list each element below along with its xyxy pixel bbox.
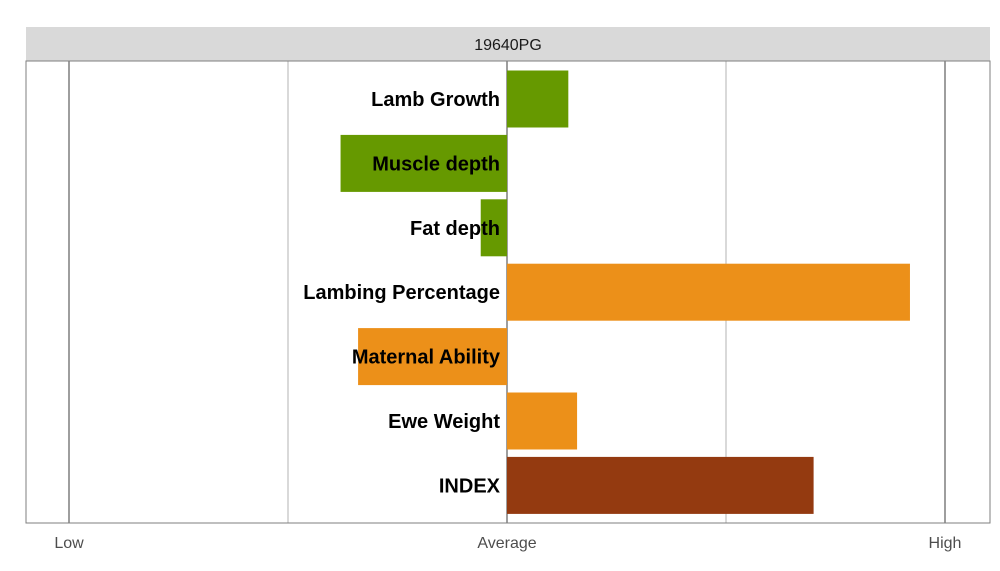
bar-maternal-ability bbox=[358, 328, 507, 386]
x-tick-label-average: Average bbox=[477, 535, 536, 552]
x-tick-label-low: Low bbox=[54, 535, 84, 552]
bar-muscle-depth bbox=[340, 134, 507, 192]
x-tick-label-high: High bbox=[929, 535, 962, 552]
category-label-ewe-weight: Ewe Weight bbox=[388, 411, 500, 433]
bar-index bbox=[507, 456, 814, 514]
category-label-fat-depth: Fat depth bbox=[410, 218, 500, 240]
category-label-muscle-depth: Muscle depth bbox=[372, 153, 500, 175]
chart-title: 19640PG bbox=[474, 37, 542, 54]
plot-panel: Lamb Growth Muscle depth Fat depth Lambing … bbox=[25, 60, 991, 524]
facet-strip-background bbox=[26, 27, 990, 61]
bars bbox=[340, 70, 910, 514]
category-label-lamb-growth: Lamb Growth bbox=[371, 89, 500, 111]
category-labels: Lamb Growth Muscle depth Fat depth Lambing … bbox=[303, 89, 501, 497]
x-axis-tick-labels: Low Average High bbox=[54, 535, 961, 552]
plot-panel-border bbox=[25, 60, 991, 524]
bar-ewe-weight bbox=[507, 392, 578, 450]
category-label-lambing-percentage: Lambing Percentage bbox=[303, 282, 500, 304]
bar-fat-depth bbox=[480, 199, 507, 257]
bar-lambing-percentage bbox=[507, 263, 910, 321]
bar-lamb-growth bbox=[507, 70, 569, 128]
category-label-maternal-ability: Maternal Ability bbox=[352, 347, 501, 369]
facet-strip: 19640PG bbox=[26, 27, 990, 61]
category-label-index: INDEX bbox=[439, 475, 501, 497]
